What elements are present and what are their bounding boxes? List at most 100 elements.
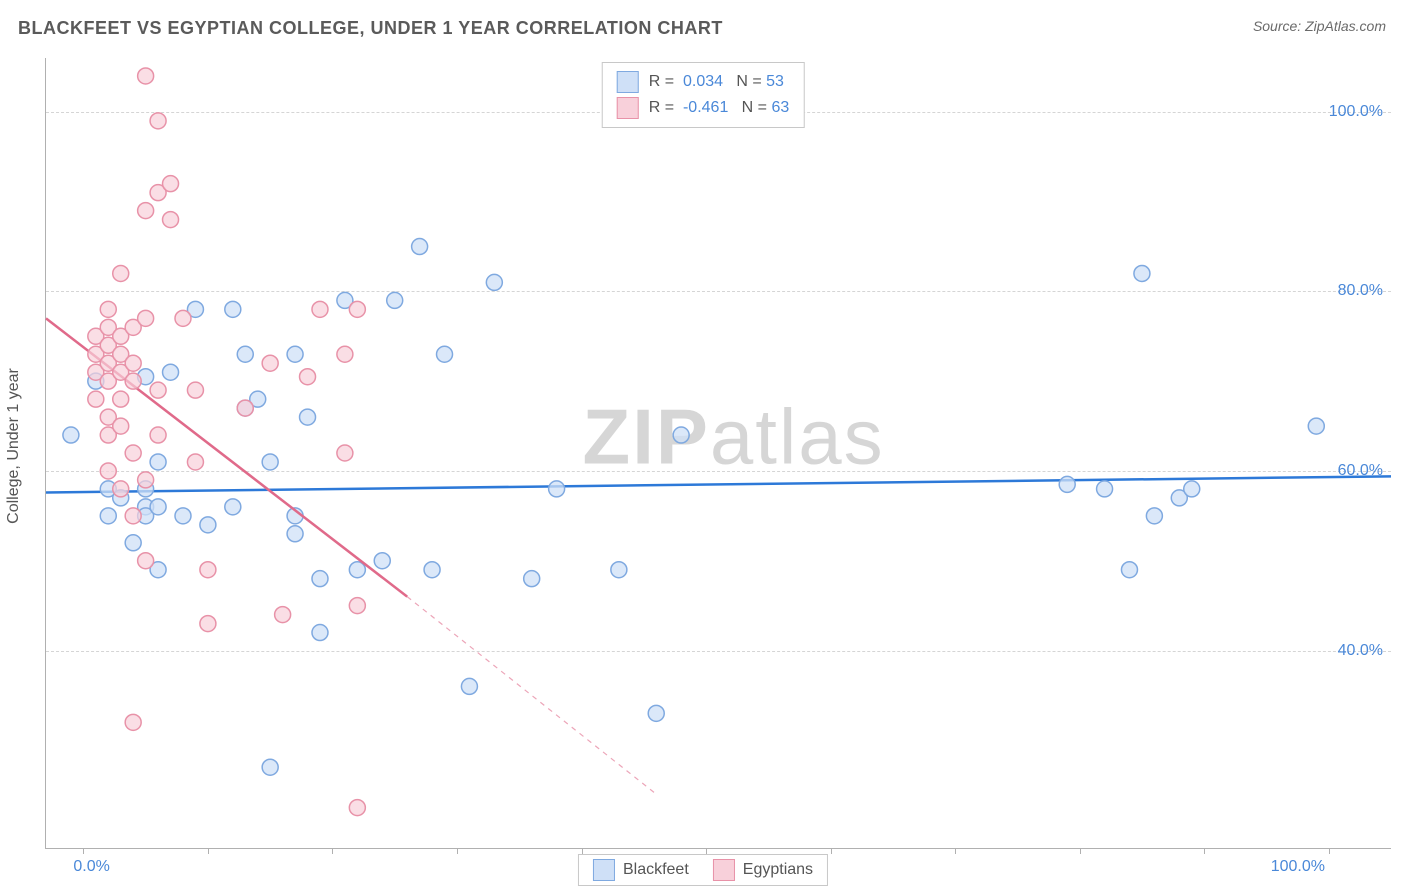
data-point [387, 292, 403, 308]
chart-container: BLACKFEET VS EGYPTIAN COLLEGE, UNDER 1 Y… [0, 0, 1406, 892]
data-point [1184, 481, 1200, 497]
data-point [175, 310, 191, 326]
x-tick [1080, 848, 1081, 854]
plot-area: ZIPatlas 40.0%60.0%80.0%100.0%0.0%100.0% [45, 58, 1391, 849]
data-point [349, 800, 365, 816]
legend-swatch [617, 97, 639, 119]
data-point [237, 400, 253, 416]
x-tick [457, 848, 458, 854]
data-point [138, 310, 154, 326]
data-point [100, 463, 116, 479]
legend-r-value: R = -0.461 N = 63 [649, 99, 790, 117]
x-tick [1204, 848, 1205, 854]
data-point [424, 562, 440, 578]
legend-swatch [617, 71, 639, 93]
data-point [337, 346, 353, 362]
data-point [150, 454, 166, 470]
data-point [1308, 418, 1324, 434]
data-point [163, 212, 179, 228]
data-point [113, 265, 129, 281]
x-tick [208, 848, 209, 854]
data-point [300, 369, 316, 385]
legend-item: Egyptians [713, 859, 813, 881]
legend-item: Blackfeet [593, 859, 689, 881]
data-point [1134, 265, 1150, 281]
data-point [262, 355, 278, 371]
data-point [200, 562, 216, 578]
data-point [125, 355, 141, 371]
x-tick [332, 848, 333, 854]
data-point [187, 382, 203, 398]
correlation-legend: R = 0.034 N = 53 R = -0.461 N = 63 [602, 62, 805, 128]
data-point [225, 499, 241, 515]
data-point [1121, 562, 1137, 578]
data-point [312, 301, 328, 317]
data-point [150, 499, 166, 515]
legend-label: Egyptians [743, 861, 813, 879]
data-point [287, 346, 303, 362]
data-point [150, 427, 166, 443]
data-point [125, 445, 141, 461]
data-point [225, 301, 241, 317]
data-point [100, 508, 116, 524]
data-point [100, 301, 116, 317]
data-point [125, 535, 141, 551]
data-point [349, 301, 365, 317]
data-point [262, 759, 278, 775]
x-tick [1329, 848, 1330, 854]
data-point [138, 553, 154, 569]
x-tick [955, 848, 956, 854]
chart-title: BLACKFEET VS EGYPTIAN COLLEGE, UNDER 1 Y… [18, 18, 723, 39]
data-point [275, 607, 291, 623]
regression-line-dashed [407, 597, 656, 795]
data-point [125, 373, 141, 389]
data-point [262, 454, 278, 470]
x-tick-label: 0.0% [73, 858, 109, 876]
data-point [138, 472, 154, 488]
data-point [312, 625, 328, 641]
data-point [187, 454, 203, 470]
y-axis-label: College, Under 1 year [5, 368, 23, 524]
x-tick [831, 848, 832, 854]
data-point [437, 346, 453, 362]
data-point [300, 409, 316, 425]
data-point [1146, 508, 1162, 524]
data-point [374, 553, 390, 569]
data-point [648, 705, 664, 721]
data-point [175, 508, 191, 524]
data-point [63, 427, 79, 443]
data-point [125, 714, 141, 730]
data-point [200, 517, 216, 533]
data-point [486, 274, 502, 290]
data-point [524, 571, 540, 587]
legend-swatch [593, 859, 615, 881]
data-point [138, 68, 154, 84]
data-point [150, 382, 166, 398]
legend-swatch [713, 859, 735, 881]
series-legend: Blackfeet Egyptians [578, 854, 828, 886]
legend-label: Blackfeet [623, 861, 689, 879]
data-point [349, 598, 365, 614]
data-point [113, 391, 129, 407]
data-point [1059, 476, 1075, 492]
legend-r-value: R = 0.034 N = 53 [649, 73, 784, 91]
data-point [200, 616, 216, 632]
data-point [673, 427, 689, 443]
legend-row: R = 0.034 N = 53 [617, 69, 790, 95]
data-point [163, 176, 179, 192]
x-tick-label: 100.0% [1271, 858, 1325, 876]
data-point [125, 508, 141, 524]
data-point [113, 481, 129, 497]
data-point [412, 239, 428, 255]
data-point [461, 678, 477, 694]
x-tick [83, 848, 84, 854]
data-point [237, 346, 253, 362]
data-point [163, 364, 179, 380]
data-point [611, 562, 627, 578]
data-point [113, 418, 129, 434]
source-credit: Source: ZipAtlas.com [1253, 18, 1386, 34]
data-point [337, 445, 353, 461]
data-point [549, 481, 565, 497]
data-point [1097, 481, 1113, 497]
data-point [138, 203, 154, 219]
